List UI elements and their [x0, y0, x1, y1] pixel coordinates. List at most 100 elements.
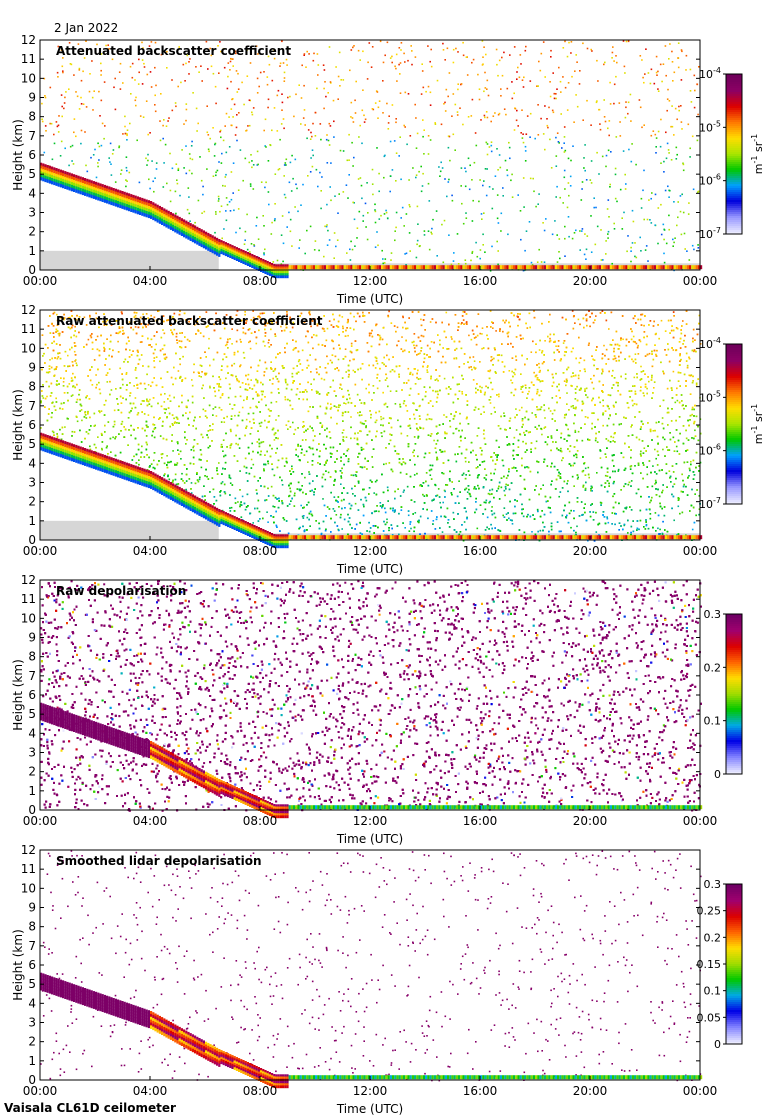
cloud-pixel [458, 265, 461, 270]
cloud-pixel [121, 193, 124, 198]
noise-pixel [411, 63, 413, 66]
cloud-pixel [103, 187, 106, 192]
noise-pixel [356, 227, 359, 229]
noise-pixel [128, 321, 131, 323]
cloud-pixel [213, 248, 216, 252]
cloud-pixel [88, 182, 91, 186]
noise-pixel [654, 448, 656, 451]
noise-pixel [625, 106, 627, 109]
colorbar-segment [726, 218, 742, 221]
cloud-pixel [231, 256, 234, 259]
cloud-pixel [213, 245, 216, 249]
noise-pixel [423, 230, 426, 232]
noise-pixel [628, 148, 630, 151]
noise-pixel [623, 65, 626, 68]
cloud-pixel [530, 265, 533, 270]
cloud-pixel [125, 206, 128, 211]
noise-pixel [574, 70, 576, 72]
cloud-pixel [154, 206, 157, 210]
noise-pixel [516, 78, 518, 80]
noise-pixel [257, 238, 260, 240]
noise-pixel [429, 139, 432, 141]
cloud-pixel [51, 178, 54, 182]
noise-pixel [385, 211, 388, 214]
cloud-pixel [235, 249, 238, 253]
noise-pixel [231, 98, 233, 101]
noise-pixel [141, 59, 144, 61]
noise-pixel [608, 328, 610, 330]
noise-pixel [342, 150, 345, 152]
noise-pixel [457, 51, 459, 53]
noise-pixel [630, 465, 633, 467]
noise-pixel [250, 243, 253, 245]
noise-pixel [386, 217, 389, 219]
cloud-pixel [433, 265, 436, 270]
noise-pixel [642, 76, 644, 79]
noise-pixel [682, 169, 685, 172]
noise-pixel [280, 263, 283, 265]
noise-pixel [676, 450, 679, 453]
noise-pixel [180, 81, 182, 84]
noise-pixel [665, 131, 667, 134]
noise-pixel [87, 338, 90, 341]
noise-pixel [258, 85, 260, 88]
cloud-pixel [75, 189, 78, 193]
noise-pixel [666, 142, 669, 145]
noise-pixel [557, 141, 560, 143]
cloud-pixel [99, 197, 102, 202]
noise-pixel [97, 142, 99, 145]
noise-pixel [232, 192, 234, 194]
noise-pixel [172, 450, 174, 452]
noise-pixel [302, 117, 305, 119]
noise-pixel [653, 387, 655, 389]
noise-pixel [543, 261, 546, 263]
cloud-pixel [108, 189, 111, 193]
noise-pixel [267, 98, 270, 101]
cloud-pixel [400, 265, 403, 270]
cloud-pixel [587, 265, 590, 270]
noise-pixel [676, 399, 679, 402]
colorbar-segment [726, 172, 742, 175]
noise-pixel [659, 145, 662, 148]
noise-pixel [526, 115, 529, 117]
noise-pixel [462, 311, 464, 313]
noise-pixel [202, 193, 204, 196]
noise-pixel [542, 41, 545, 43]
noise-pixel [244, 230, 247, 233]
noise-pixel [530, 351, 533, 353]
noise-pixel [462, 54, 465, 57]
noise-pixel [171, 167, 174, 170]
noise-pixel [491, 207, 494, 210]
cloud-pixel [110, 187, 113, 191]
cloud-pixel [257, 263, 260, 267]
cloud-pixel [112, 199, 115, 203]
cloud-pixel [422, 265, 425, 270]
cloud-pixel [143, 201, 146, 206]
cloud-pixel [68, 175, 71, 179]
noise-pixel [299, 391, 301, 393]
cloud-pixel [176, 218, 179, 223]
cloud-pixel [145, 205, 148, 209]
cloud-pixel [114, 194, 117, 198]
noise-pixel [65, 91, 67, 93]
cloud-pixel [218, 244, 221, 249]
noise-pixel [645, 245, 648, 247]
noise-pixel [585, 258, 587, 260]
noise-pixel [389, 175, 392, 177]
noise-pixel [71, 144, 74, 147]
noise-pixel [287, 96, 289, 99]
cloud-pixel [264, 262, 267, 266]
noise-pixel [506, 174, 509, 177]
noise-pixel [219, 41, 221, 43]
noise-pixel [555, 93, 557, 95]
noise-pixel [665, 74, 667, 77]
noise-pixel [306, 137, 308, 140]
cloud-pixel [310, 265, 313, 270]
noise-pixel [663, 229, 666, 231]
noise-pixel [353, 218, 356, 221]
cloud-pixel [585, 265, 588, 270]
cloud-pixel [57, 171, 60, 176]
plot-background [40, 310, 700, 540]
noise-pixel [286, 64, 288, 66]
cloud-pixel [46, 176, 49, 180]
